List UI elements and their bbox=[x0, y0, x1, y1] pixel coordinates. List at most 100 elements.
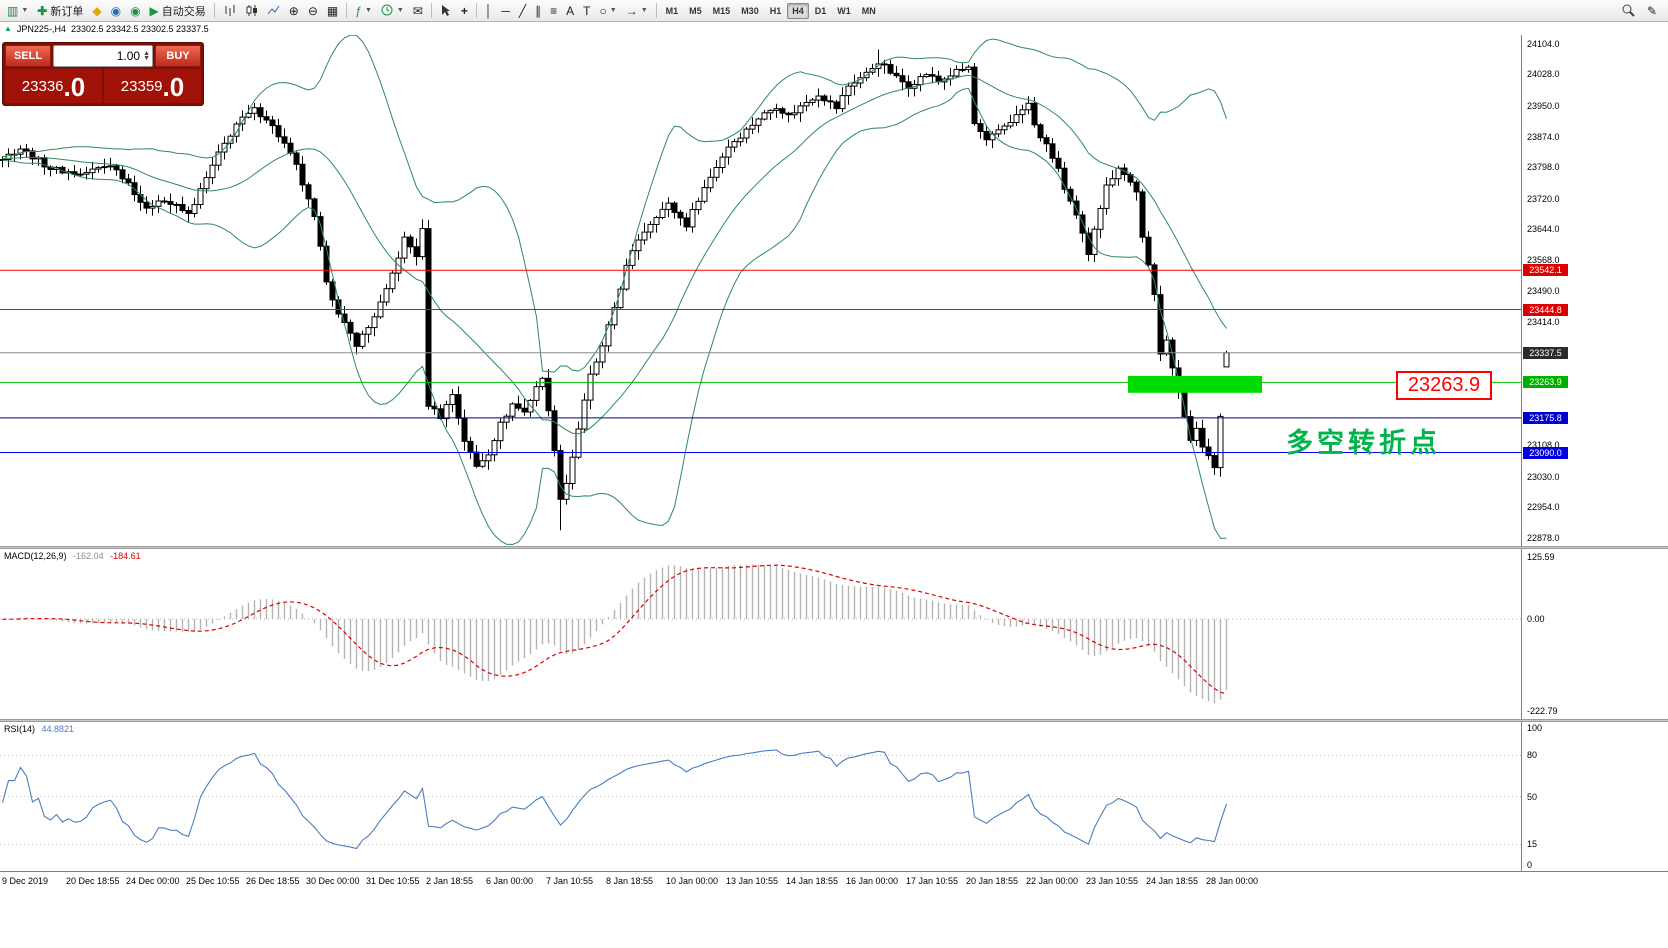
time-axis-label: 28 Jan 00:00 bbox=[1206, 876, 1259, 886]
main-chart-canvas[interactable] bbox=[0, 35, 1521, 546]
mail-icon: ✉ bbox=[412, 3, 423, 18]
macd-canvas[interactable] bbox=[0, 549, 1521, 719]
arrows-button[interactable]: → ▼ bbox=[622, 1, 652, 20]
timeframe-button-m1[interactable]: M1 bbox=[665, 5, 679, 16]
toolbar-separator bbox=[213, 3, 215, 18]
timeframe-button-mn[interactable]: MN bbox=[861, 5, 876, 16]
time-axis-label: 22 Jan 00:00 bbox=[1026, 876, 1079, 886]
crosshair-button[interactable]: + bbox=[457, 1, 472, 20]
time-axis-label: 6 Jan 00:00 bbox=[486, 876, 534, 886]
price-axis-label: 24028.0 bbox=[1527, 69, 1560, 80]
periods-button[interactable]: ▼ bbox=[377, 1, 408, 20]
channel-button[interactable]: ∥ bbox=[531, 1, 545, 20]
time-axis-label: 9 Dec 2019 bbox=[2, 876, 49, 886]
bar-ohlc-values: 23302.5 23342.5 23302.5 23337.5 bbox=[70, 23, 209, 34]
time-axis-label: 20 Dec 18:55 bbox=[66, 876, 120, 886]
turning-point-note[interactable]: 多空转折点 bbox=[1286, 428, 1441, 458]
shapes-button[interactable]: ○ ▼ bbox=[596, 1, 621, 20]
timeframe-button-h4[interactable]: H4 bbox=[787, 2, 809, 19]
rsi-axis[interactable]: 100 80 50 15 0 bbox=[1521, 722, 1668, 871]
timeframe-button-h1[interactable]: H1 bbox=[769, 5, 782, 16]
cursor-button[interactable] bbox=[436, 1, 456, 20]
main-toolbar: ▥ ▼ ✚ 新订单 ◆ ◉ ◉ ▶ 自动交易 ⊕ ⊖ ▦ ƒ ▼ ▼ ✉ + │ ─… bbox=[0, 0, 1668, 22]
new-chart-button[interactable]: ▥ ▼ bbox=[3, 1, 32, 20]
metaeditor-button[interactable]: ◆ bbox=[88, 1, 105, 20]
edit-button[interactable]: ✎ bbox=[1643, 1, 1661, 20]
price-flag-label[interactable]: 23263.9 bbox=[1396, 371, 1492, 400]
time-axis-label: 20 Jan 18:55 bbox=[966, 876, 1019, 886]
timeframe-button-m15[interactable]: M15 bbox=[712, 5, 731, 16]
rsi-label: RSI(14) bbox=[4, 724, 36, 734]
crosshair-icon: + bbox=[460, 3, 468, 18]
sell-price[interactable]: 23336.0 bbox=[5, 69, 102, 103]
vertical-line-button[interactable]: │ bbox=[481, 1, 497, 20]
chevron-down-icon: ▼ bbox=[609, 7, 617, 14]
tile-windows-button[interactable]: ▦ bbox=[323, 1, 342, 20]
current-price-box: 23337.5 bbox=[1523, 346, 1568, 359]
volume-up-icon[interactable]: ▲ bbox=[143, 50, 150, 57]
tile-windows-icon: ▦ bbox=[326, 3, 339, 18]
zoom-out-button[interactable]: ⊖ bbox=[304, 1, 322, 20]
volume-spinner: ▲ ▼ bbox=[143, 50, 150, 62]
autotrading-play-icon: ▶ bbox=[149, 3, 159, 18]
rsi-canvas[interactable] bbox=[0, 722, 1521, 871]
macd-scale-label: -222.79 bbox=[1527, 706, 1558, 716]
volume-down-icon[interactable]: ▼ bbox=[143, 55, 150, 62]
uptick-icon: ▲ bbox=[4, 24, 12, 33]
timeframe-button-m5[interactable]: M5 bbox=[689, 5, 702, 16]
buy-price[interactable]: 23359.0 bbox=[104, 69, 201, 103]
text-label-button[interactable]: T bbox=[579, 1, 594, 20]
channel-icon: ∥ bbox=[535, 3, 542, 18]
macd-axis[interactable]: 125.59 0.00 -222.79 bbox=[1521, 549, 1668, 719]
zoom-in-icon: ⊕ bbox=[288, 3, 299, 18]
panel-splitter[interactable] bbox=[0, 719, 1668, 722]
time-axis-label: 30 Dec 00:00 bbox=[306, 876, 360, 886]
rsi-scale-label: 50 bbox=[1527, 791, 1538, 802]
time-axis-label: 26 Dec 18:55 bbox=[246, 876, 300, 886]
zoom-in-button[interactable]: ⊕ bbox=[285, 1, 303, 20]
buy-button[interactable]: BUY bbox=[155, 45, 201, 67]
panel-splitter[interactable] bbox=[0, 546, 1668, 549]
rsi-scale-label: 15 bbox=[1527, 839, 1538, 850]
macd-main-value: -162.04 bbox=[73, 551, 104, 561]
toolbar-separator bbox=[430, 3, 432, 18]
alerts-button[interactable]: ✉ bbox=[409, 1, 427, 20]
macd-label: MACD(12,26,9) bbox=[4, 551, 67, 561]
mql5-button[interactable]: ◉ bbox=[107, 1, 125, 20]
volume-value: 1.00 bbox=[116, 49, 141, 63]
new-order-button[interactable]: ✚ 新订单 bbox=[33, 1, 87, 20]
chart-line-button[interactable] bbox=[263, 1, 284, 20]
time-axis-label: 10 Jan 00:00 bbox=[666, 876, 719, 886]
fibonacci-icon: ≡ bbox=[550, 3, 558, 18]
time-axis[interactable]: 9 Dec 2019 20 Dec 18:55 24 Dec 00:00 25 Dec… bbox=[0, 871, 1668, 891]
timeframe-button-d1[interactable]: D1 bbox=[814, 5, 827, 16]
timeframe-button-w1[interactable]: W1 bbox=[837, 5, 851, 16]
chart-candles-button[interactable] bbox=[241, 1, 262, 20]
sell-button[interactable]: SELL bbox=[5, 45, 51, 67]
time-axis-label: 24 Jan 18:55 bbox=[1146, 876, 1199, 886]
rsi-scale-label: 0 bbox=[1527, 860, 1533, 870]
level-price-box: 23542.1 bbox=[1523, 264, 1568, 277]
price-axis-label: 24104.0 bbox=[1527, 38, 1560, 49]
trendline-button[interactable]: ╱ bbox=[515, 1, 530, 20]
timeframe-button-m30[interactable]: M30 bbox=[741, 5, 759, 16]
indicators-icon: ƒ bbox=[355, 3, 362, 18]
zoom-out-icon: ⊖ bbox=[307, 3, 318, 18]
timeframe-group: M1 M5 M15 M30 H1 H4 D1 W1 MN bbox=[661, 2, 881, 19]
volume-input[interactable]: 1.00 ▲ ▼ bbox=[53, 45, 153, 67]
search-button[interactable] bbox=[1618, 1, 1639, 20]
price-axis-label: 23414.0 bbox=[1527, 316, 1560, 327]
price-axis-label: 23568.0 bbox=[1527, 254, 1560, 265]
fibonacci-button[interactable]: ≡ bbox=[546, 1, 561, 20]
chart-bars-button[interactable] bbox=[219, 1, 240, 20]
price-axis-label: 23644.0 bbox=[1527, 224, 1560, 235]
horizontal-line-icon: ─ bbox=[501, 3, 510, 18]
price-axis[interactable]: 24104.0 24028.0 23950.0 23874.0 23798.0 23720… bbox=[1521, 35, 1668, 546]
level-price-box: 23444.8 bbox=[1523, 303, 1568, 316]
horizontal-line-button[interactable]: ─ bbox=[497, 1, 514, 20]
autotrading-button[interactable]: ▶ 自动交易 bbox=[146, 1, 210, 20]
indicators-button[interactable]: ƒ ▼ bbox=[351, 1, 376, 20]
community-button[interactable]: ◉ bbox=[126, 1, 144, 20]
text-button[interactable]: A bbox=[562, 1, 578, 20]
clock-icon bbox=[381, 4, 394, 17]
